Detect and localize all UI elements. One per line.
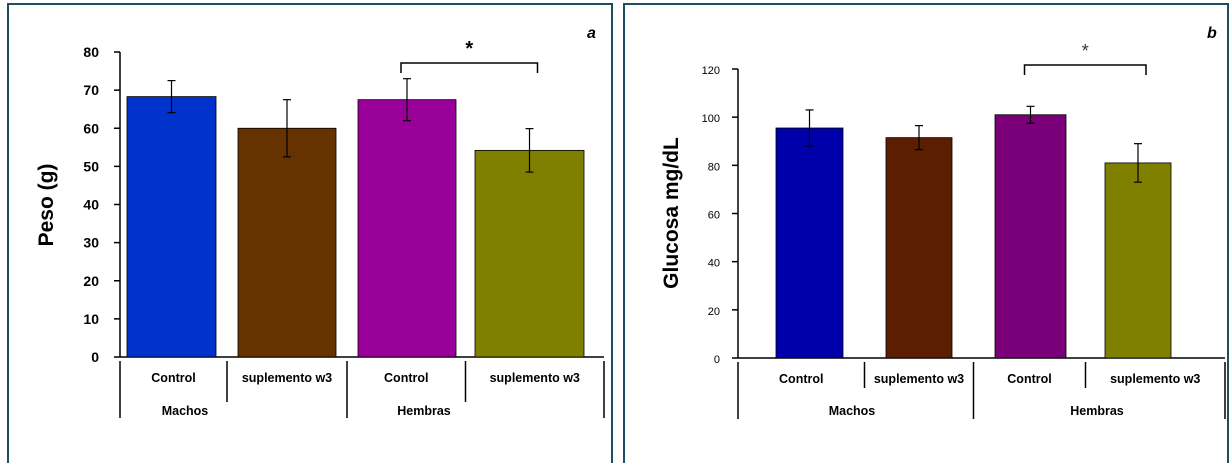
bar	[357, 99, 457, 358]
panel-letter: a	[587, 25, 596, 42]
y-tick-label: 100	[702, 113, 720, 125]
chart-a-svg: a Peso (g) 0 10 20 30 40 50 60 70 80 * Control suplem…	[35, 25, 605, 418]
group-label: Hembras	[1070, 404, 1124, 418]
y-tick-label: 80	[708, 161, 720, 173]
y-tick-label: 20	[708, 306, 720, 318]
significance-label: *	[465, 38, 473, 60]
bar	[474, 149, 585, 358]
y-tick-label: 80	[83, 44, 99, 60]
y-tick-label: 70	[83, 82, 99, 98]
y-tick-label: 20	[83, 273, 99, 289]
y-axis-label: Glucosa mg/dL	[660, 137, 683, 289]
y-tick-label: 60	[83, 120, 99, 136]
category-label: Control	[151, 371, 195, 385]
significance-bracket	[1023, 64, 1147, 75]
y-tick-label: 30	[83, 235, 99, 251]
group-label: Machos	[162, 404, 209, 418]
significance-bracket	[400, 62, 539, 73]
panel-letter: b	[1207, 25, 1217, 42]
y-tick-label: 10	[83, 311, 99, 327]
significance-label: *	[1082, 41, 1089, 61]
category-label: Control	[1007, 372, 1051, 386]
chart-panel-a: a Peso (g) 0 10 20 30 40 50 60 70 80 * Control suplem…	[7, 3, 613, 463]
y-tick-label: 50	[83, 158, 99, 174]
category-label: Control	[384, 371, 428, 385]
bar	[775, 127, 844, 359]
y-tick-label: 0	[91, 349, 99, 365]
chart-panel-b: b Glucosa mg/dL 0 20 40 60 80 100 120 * Control sup…	[623, 3, 1229, 463]
bar	[885, 137, 953, 359]
y-tick-label: 40	[83, 197, 99, 213]
chart-b-svg: b Glucosa mg/dL 0 20 40 60 80 100 120 * Control sup…	[660, 25, 1226, 419]
category-label: Control	[779, 372, 823, 386]
y-tick-label: 0	[714, 354, 720, 366]
bar	[126, 96, 217, 358]
y-tick-label: 120	[702, 65, 720, 77]
bar	[994, 114, 1067, 359]
group-label: Hembras	[397, 404, 451, 418]
category-label: suplemento w3	[874, 372, 964, 386]
category-label: suplemento w3	[490, 371, 580, 385]
category-label: suplemento w3	[242, 371, 332, 385]
category-label: suplemento w3	[1110, 372, 1200, 386]
y-tick-label: 40	[708, 258, 720, 270]
bar	[237, 127, 337, 358]
y-axis-label: Peso (g)	[35, 164, 58, 247]
bar	[1104, 162, 1172, 359]
y-tick-label: 60	[708, 210, 720, 222]
group-label: Machos	[829, 404, 876, 418]
